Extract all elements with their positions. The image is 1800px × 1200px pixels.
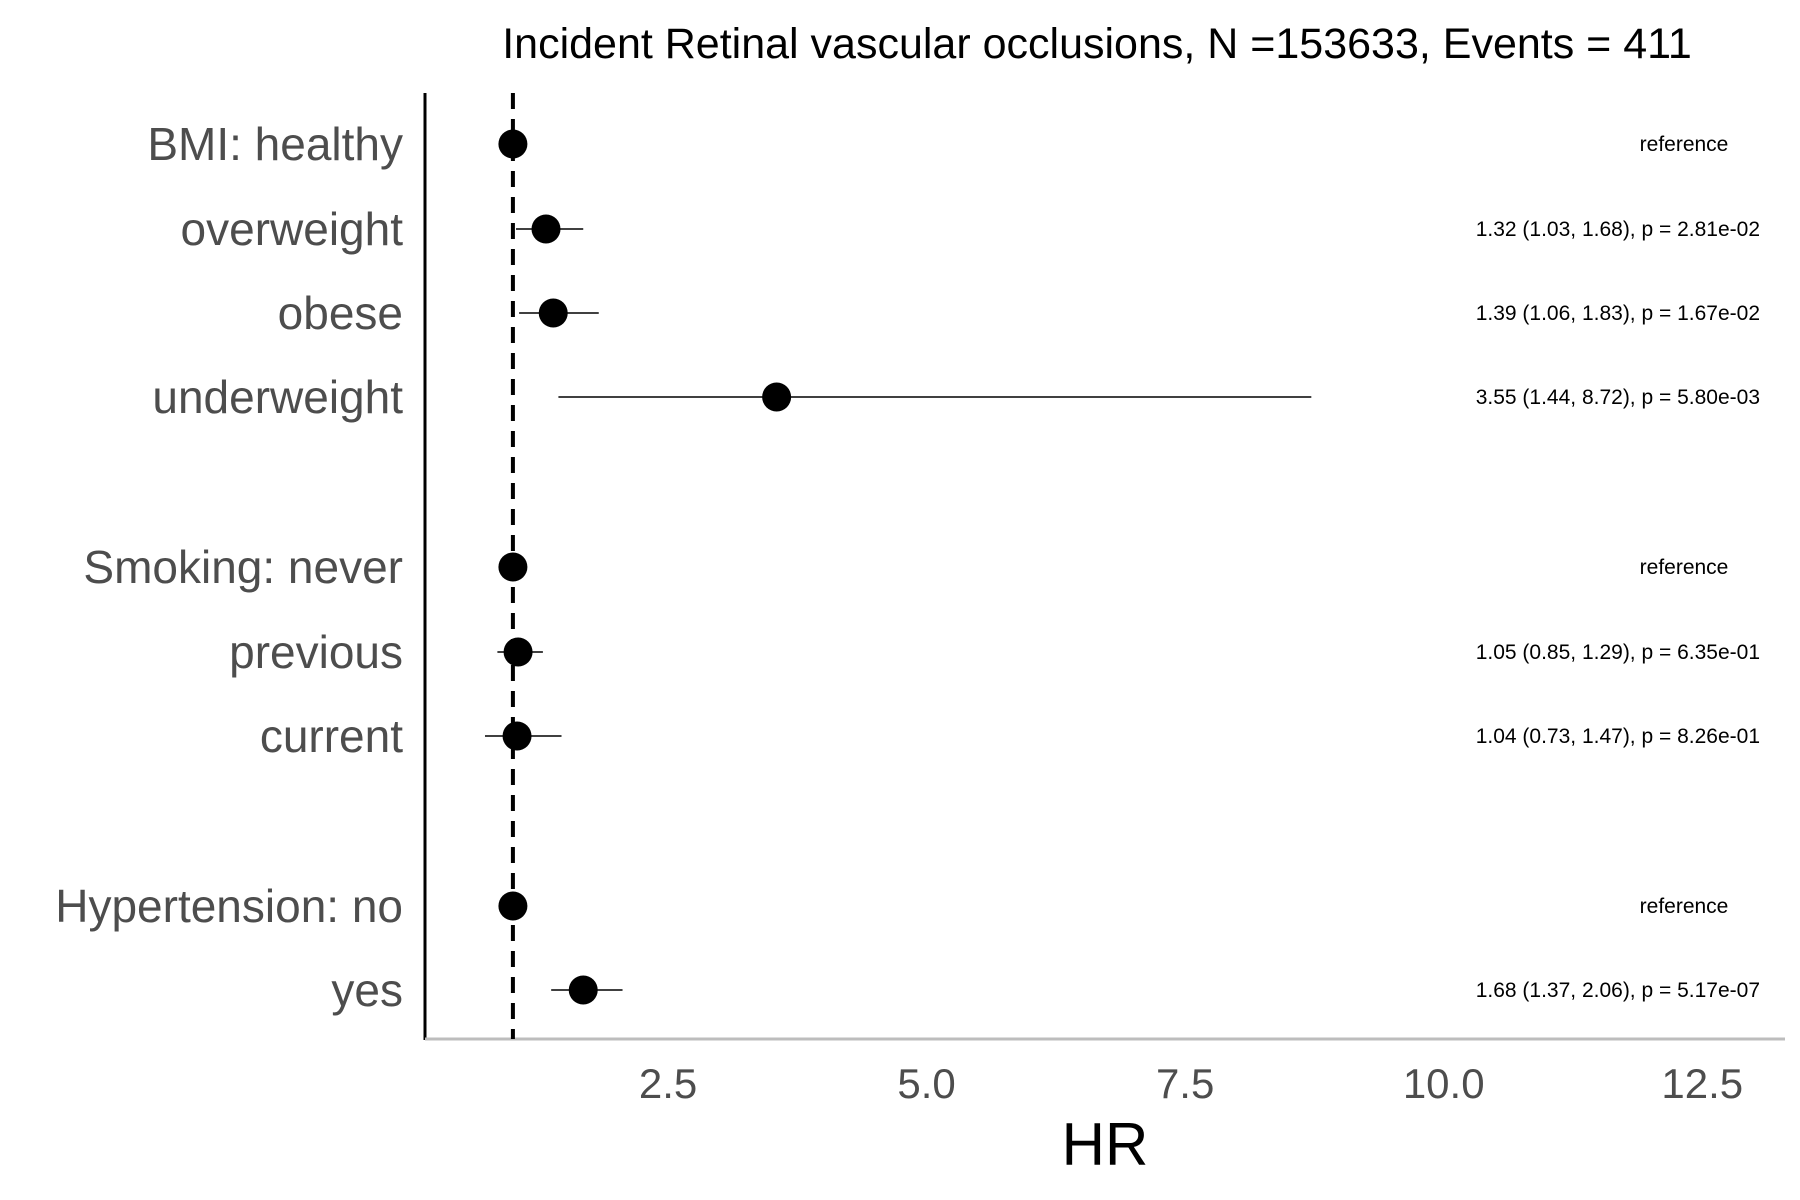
row-label: current	[260, 710, 403, 762]
row-label: yes	[331, 964, 403, 1016]
row-yes: yes 1.68 (1.37, 2.06), p = 5.17e-07	[331, 964, 1760, 1016]
hr-point	[538, 298, 568, 328]
x-tick-label: 2.5	[639, 1060, 697, 1107]
row-hypertension-no: Hypertension: no reference	[55, 880, 1728, 932]
row-layer: BMI: healthy reference overweight 1.32 (1.0…	[55, 118, 1760, 1016]
row-annotation: reference	[1640, 895, 1729, 918]
x-tick-label: 5.0	[897, 1060, 955, 1107]
row-label: previous	[229, 626, 403, 678]
hr-point	[568, 975, 598, 1005]
row-label: Hypertension: no	[55, 880, 403, 932]
row-current: current 1.04 (0.73, 1.47), p = 8.26e-01	[260, 710, 1760, 762]
hr-point	[503, 637, 533, 667]
hr-point	[502, 721, 532, 751]
row-label: Smoking: never	[83, 541, 403, 593]
row-overweight: overweight 1.32 (1.03, 1.68), p = 2.81e-0…	[181, 203, 1760, 255]
row-underweight: underweight 3.55 (1.44, 8.72), p = 5.80e-…	[152, 371, 1760, 423]
chart-title: Incident Retinal vascular occlusions, N …	[502, 20, 1692, 68]
row-annotation: 1.39 (1.06, 1.83), p = 1.67e-02	[1476, 302, 1760, 325]
x-tick-layer: 2.5 5.0 7.5 10.0 12.5	[639, 1060, 1743, 1107]
row-annotation: 3.55 (1.44, 8.72), p = 5.80e-03	[1476, 386, 1760, 409]
x-tick-label: 12.5	[1661, 1060, 1743, 1107]
hr-point	[762, 382, 792, 412]
row-annotation: reference	[1640, 133, 1729, 156]
x-tick-label: 10.0	[1403, 1060, 1485, 1107]
hr-point	[531, 214, 561, 244]
row-bmi-healthy: BMI: healthy reference	[147, 118, 1728, 170]
row-previous: previous 1.05 (0.85, 1.29), p = 6.35e-01	[229, 626, 1760, 678]
x-tick-label: 7.5	[1156, 1060, 1214, 1107]
row-label: BMI: healthy	[147, 118, 403, 170]
row-smoking-never: Smoking: never reference	[83, 541, 1728, 593]
row-annotation: 1.68 (1.37, 2.06), p = 5.17e-07	[1476, 979, 1760, 1002]
row-annotation: 1.32 (1.03, 1.68), p = 2.81e-02	[1476, 218, 1760, 241]
row-label: underweight	[152, 371, 403, 423]
row-annotation: 1.04 (0.73, 1.47), p = 8.26e-01	[1476, 725, 1760, 748]
row-annotation: 1.05 (0.85, 1.29), p = 6.35e-01	[1476, 641, 1760, 664]
x-axis-label: HR	[1062, 1111, 1149, 1178]
row-annotation: reference	[1640, 556, 1729, 579]
row-label: obese	[278, 287, 403, 339]
row-obese: obese 1.39 (1.06, 1.83), p = 1.67e-02	[278, 287, 1760, 339]
hr-point	[498, 129, 528, 159]
row-label: overweight	[181, 203, 404, 255]
